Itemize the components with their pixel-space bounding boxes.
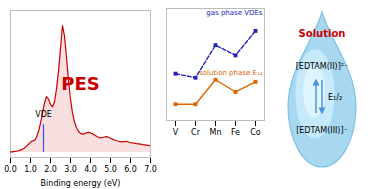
svg-text:Binding energy (eV): Binding energy (eV)	[41, 179, 121, 188]
svg-text:4.0: 4.0	[84, 165, 97, 174]
svg-text:Solution: Solution	[299, 28, 346, 39]
svg-text:Mn: Mn	[210, 128, 222, 137]
svg-text:V: V	[173, 128, 179, 137]
svg-text:VDE: VDE	[35, 110, 52, 119]
svg-text:solution phase E₁₂: solution phase E₁₂	[199, 69, 263, 77]
svg-text:0.0: 0.0	[4, 165, 17, 174]
svg-text:3.0: 3.0	[64, 165, 77, 174]
svg-text:E₁/₂: E₁/₂	[328, 93, 342, 102]
svg-text:2.0: 2.0	[44, 165, 57, 174]
svg-text:[EDTAM(II)]²⁻: [EDTAM(II)]²⁻	[296, 62, 349, 71]
svg-text:Cr: Cr	[191, 128, 201, 137]
svg-text:6.0: 6.0	[124, 165, 137, 174]
svg-text:PES: PES	[61, 73, 99, 94]
svg-text:Fe: Fe	[231, 128, 240, 137]
svg-text:7.0: 7.0	[144, 165, 157, 174]
svg-text:Co: Co	[250, 128, 261, 137]
svg-text:5.0: 5.0	[104, 165, 117, 174]
svg-text:1.0: 1.0	[24, 165, 37, 174]
svg-text:[EDTAM(III)]⁻: [EDTAM(III)]⁻	[296, 126, 348, 135]
svg-text:gas phase VDEs: gas phase VDEs	[206, 9, 263, 17]
